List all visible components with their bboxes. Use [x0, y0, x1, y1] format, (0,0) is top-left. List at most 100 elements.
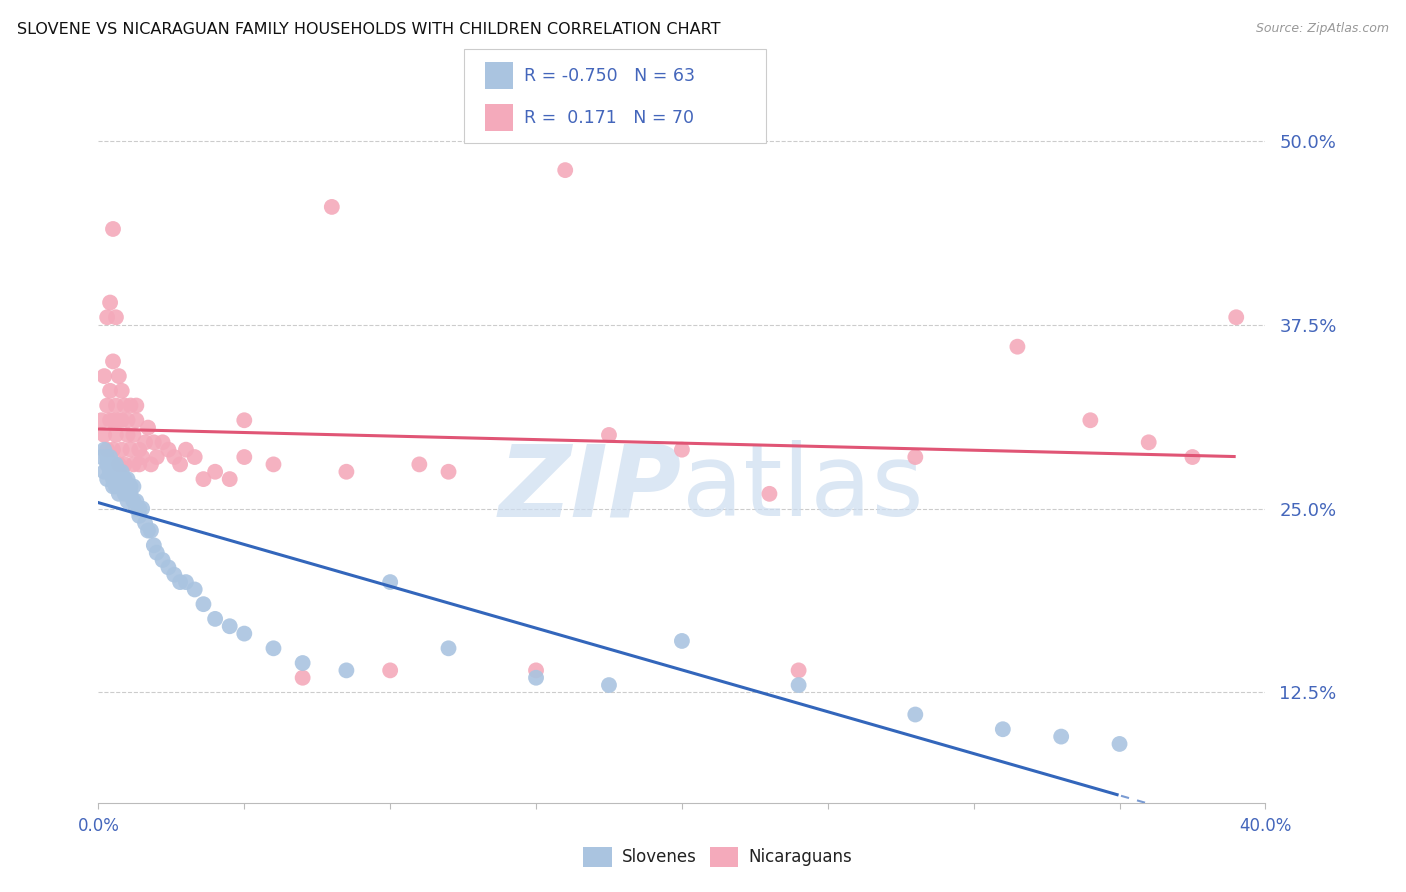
- Point: [111, 472, 134, 486]
- Point: [101, 442, 124, 457]
- Point: [98, 465, 121, 479]
- Point: [125, 501, 148, 516]
- Text: SLOVENE VS NICARAGUAN FAMILY HOUSEHOLDS WITH CHILDREN CORRELATION CHART: SLOVENE VS NICARAGUAN FAMILY HOUSEHOLDS …: [17, 22, 720, 37]
- Point: [380, 664, 402, 678]
- Point: [1108, 737, 1130, 751]
- Point: [787, 664, 810, 678]
- Point: [152, 553, 174, 567]
- Point: [554, 163, 576, 178]
- Text: R =  0.171   N = 70: R = 0.171 N = 70: [524, 109, 695, 127]
- Point: [111, 465, 134, 479]
- Point: [321, 200, 343, 214]
- Point: [96, 442, 118, 457]
- Point: [93, 428, 115, 442]
- Point: [108, 413, 131, 427]
- Point: [204, 612, 226, 626]
- Point: [122, 428, 145, 442]
- Point: [93, 369, 115, 384]
- Point: [134, 516, 156, 531]
- Point: [787, 678, 810, 692]
- Point: [598, 428, 620, 442]
- Text: Nicaraguans: Nicaraguans: [748, 848, 852, 866]
- Point: [904, 707, 927, 722]
- Point: [101, 458, 124, 472]
- Point: [233, 450, 256, 464]
- Point: [146, 450, 169, 464]
- Point: [111, 479, 134, 493]
- Point: [218, 619, 240, 633]
- Point: [104, 399, 127, 413]
- Point: [233, 413, 256, 427]
- Point: [157, 442, 180, 457]
- Point: [111, 442, 134, 457]
- Point: [183, 582, 205, 597]
- Point: [758, 487, 780, 501]
- Point: [1181, 450, 1204, 464]
- Point: [114, 472, 136, 486]
- Point: [262, 458, 284, 472]
- Point: [101, 222, 124, 236]
- Point: [125, 494, 148, 508]
- Point: [204, 465, 226, 479]
- Point: [93, 465, 115, 479]
- Point: [108, 465, 131, 479]
- Point: [174, 442, 197, 457]
- Point: [163, 567, 186, 582]
- Point: [90, 450, 112, 464]
- Point: [117, 413, 139, 427]
- Point: [120, 487, 142, 501]
- Point: [96, 472, 118, 486]
- Point: [139, 524, 162, 538]
- Text: atlas: atlas: [682, 441, 924, 537]
- Point: [125, 413, 148, 427]
- Point: [142, 435, 165, 450]
- Point: [146, 546, 169, 560]
- Point: [120, 442, 142, 457]
- Point: [335, 664, 357, 678]
- Point: [117, 472, 139, 486]
- Point: [128, 501, 150, 516]
- Point: [131, 501, 153, 516]
- Point: [437, 641, 460, 656]
- Point: [671, 442, 693, 457]
- Point: [218, 472, 240, 486]
- Point: [134, 435, 156, 450]
- Point: [101, 354, 124, 368]
- Point: [114, 487, 136, 501]
- Point: [128, 508, 150, 523]
- Point: [93, 442, 115, 457]
- Point: [108, 369, 131, 384]
- Point: [101, 413, 124, 427]
- Point: [291, 671, 314, 685]
- Point: [122, 494, 145, 508]
- Point: [98, 450, 121, 464]
- Point: [117, 428, 139, 442]
- Point: [136, 420, 159, 434]
- Point: [96, 450, 118, 464]
- Point: [174, 575, 197, 590]
- Point: [101, 479, 124, 493]
- Point: [90, 413, 112, 427]
- Point: [1137, 435, 1160, 450]
- Point: [104, 465, 127, 479]
- Point: [904, 450, 927, 464]
- Point: [1007, 340, 1029, 354]
- Text: ZIP: ZIP: [499, 441, 682, 537]
- Point: [96, 458, 118, 472]
- Point: [111, 413, 134, 427]
- Point: [122, 479, 145, 493]
- Point: [139, 458, 162, 472]
- Point: [169, 458, 191, 472]
- Point: [114, 399, 136, 413]
- Point: [104, 428, 127, 442]
- Point: [152, 435, 174, 450]
- Text: Slovenes: Slovenes: [621, 848, 696, 866]
- Text: R = -0.750   N = 63: R = -0.750 N = 63: [524, 67, 696, 85]
- Point: [163, 450, 186, 464]
- Point: [98, 413, 121, 427]
- Point: [1050, 730, 1073, 744]
- Point: [117, 494, 139, 508]
- Point: [120, 479, 142, 493]
- Point: [157, 560, 180, 574]
- Point: [108, 487, 131, 501]
